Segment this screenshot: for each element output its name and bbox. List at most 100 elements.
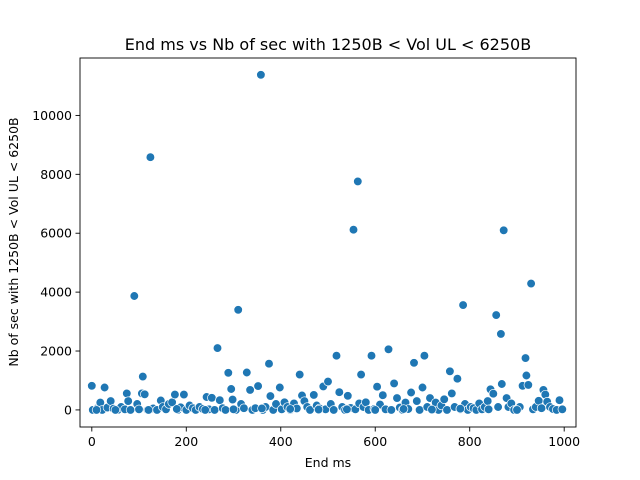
data-point <box>353 176 363 187</box>
data-point <box>143 405 154 415</box>
x-tick-label: 600 <box>363 434 387 449</box>
data-point <box>493 402 503 412</box>
data-points <box>87 70 567 415</box>
data-point <box>520 353 531 363</box>
data-point <box>488 389 498 399</box>
data-point <box>419 351 430 361</box>
data-point <box>99 382 110 393</box>
data-point <box>140 389 150 399</box>
data-point <box>366 351 377 361</box>
data-point <box>295 369 305 380</box>
x-axis-ticks: 0 200 400 600 800 1000 <box>88 427 580 449</box>
data-point <box>256 70 266 80</box>
data-point <box>227 394 238 405</box>
y-tick-label: 6000 <box>40 226 72 241</box>
data-point <box>110 405 121 415</box>
data-point <box>409 358 419 368</box>
x-tick-label: 200 <box>174 434 198 449</box>
data-point <box>452 374 463 384</box>
data-point <box>207 393 217 403</box>
data-point <box>233 305 243 315</box>
data-point <box>123 396 133 406</box>
data-point <box>427 404 437 415</box>
data-point <box>417 382 428 393</box>
x-tick-label: 400 <box>269 434 293 449</box>
data-point <box>370 405 380 415</box>
y-tick-label: 2000 <box>40 344 72 359</box>
data-point <box>398 404 409 414</box>
data-point <box>455 404 465 414</box>
data-point <box>212 343 223 353</box>
data-point <box>512 405 522 415</box>
data-point <box>343 391 353 401</box>
data-point <box>275 382 285 393</box>
data-point <box>483 404 494 414</box>
chart-title: End ms vs Nb of sec with 1250B < Vol UL … <box>125 35 531 54</box>
data-point <box>223 368 233 378</box>
data-point <box>334 387 344 397</box>
data-point <box>209 405 220 415</box>
data-point <box>285 404 295 414</box>
data-point <box>134 404 144 414</box>
data-point <box>125 405 136 415</box>
data-point <box>242 367 252 378</box>
data-point <box>179 389 189 400</box>
data-point <box>483 396 493 406</box>
data-point <box>313 404 324 415</box>
data-point <box>378 390 388 400</box>
data-point <box>445 366 455 376</box>
data-point <box>253 381 263 391</box>
data-point <box>496 329 506 339</box>
data-point <box>389 378 399 389</box>
data-point <box>245 385 255 395</box>
data-point <box>200 405 210 415</box>
data-point <box>554 395 565 405</box>
data-point <box>497 379 507 389</box>
data-point <box>372 382 382 392</box>
data-point <box>129 291 139 301</box>
x-tick-label: 0 <box>88 434 96 449</box>
data-point <box>526 278 536 289</box>
data-point <box>523 380 533 390</box>
data-point <box>172 404 182 414</box>
data-point <box>392 393 402 403</box>
data-point <box>557 404 567 414</box>
data-point <box>329 405 339 415</box>
data-point <box>356 369 366 380</box>
x-tick-label: 1000 <box>548 434 580 449</box>
x-tick-label: 800 <box>458 434 482 449</box>
data-point <box>521 370 532 381</box>
y-tick-label: 0 <box>64 402 72 417</box>
data-point <box>499 225 509 235</box>
data-point <box>331 351 342 361</box>
data-point <box>145 152 156 162</box>
data-point <box>412 396 422 406</box>
data-point <box>447 388 457 399</box>
data-point <box>406 387 416 398</box>
data-point <box>215 395 225 405</box>
data-point <box>138 371 148 382</box>
data-point <box>87 381 97 391</box>
data-point <box>170 389 180 400</box>
data-point <box>309 390 319 400</box>
y-tick-label: 8000 <box>40 167 72 182</box>
data-point <box>220 405 231 415</box>
plot-frame <box>79 57 577 428</box>
data-point <box>383 344 394 354</box>
data-point <box>226 384 236 394</box>
data-point <box>122 388 132 399</box>
data-point <box>439 394 449 404</box>
data-point <box>257 403 267 414</box>
data-point <box>323 376 333 387</box>
data-point <box>91 405 102 415</box>
data-point <box>491 310 501 320</box>
data-point <box>228 404 239 414</box>
data-point <box>265 391 276 401</box>
y-tick-label: 4000 <box>40 285 72 300</box>
y-tick-label: 10000 <box>32 108 72 123</box>
y-axis-ticks: 0 2000 4000 6000 8000 10000 <box>32 108 80 417</box>
data-point <box>239 403 249 413</box>
data-point <box>458 300 468 310</box>
y-axis-label: Nb of sec with 1250B < Vol UL < 6250B <box>6 117 21 366</box>
